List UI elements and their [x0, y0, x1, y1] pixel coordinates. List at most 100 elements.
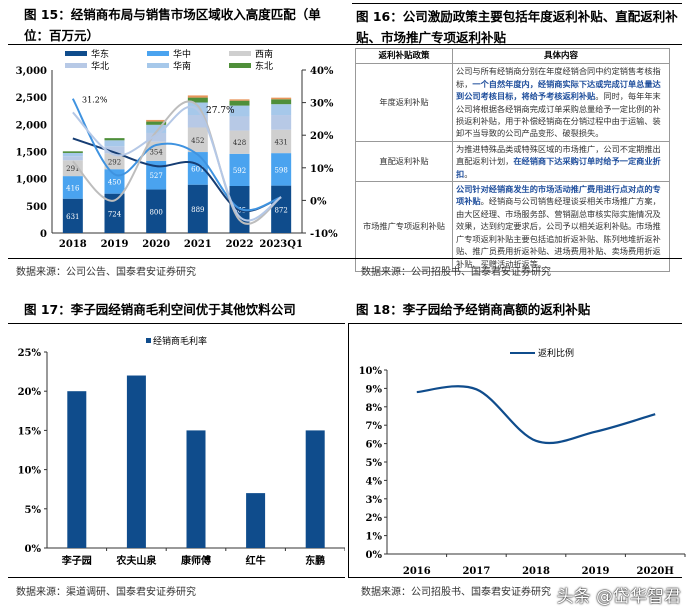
y2-tick-label: 10%	[310, 164, 334, 175]
fig16-title: 图 16：公司激励政策主要包括年度返利补贴、直配返利补贴、市场推广专项返利补贴	[356, 9, 678, 45]
data-label: 872	[274, 206, 287, 214]
y-tick-label: 0	[40, 229, 47, 240]
divider	[348, 577, 682, 578]
legend-label: 东北	[255, 60, 273, 72]
x-tick-label: 2018	[522, 566, 550, 576]
divider	[8, 44, 345, 45]
data-label: 291	[66, 165, 79, 173]
fig17-chart: 经销商毛利率 0% 5% 10% 15% 20% 25% 李子园 农夫山泉 康师傅 红牛 东鹏	[18, 335, 345, 567]
x-tick-label: 农夫山泉	[115, 554, 157, 567]
data-label: 416	[66, 184, 80, 192]
y2-tick-label: 20%	[310, 131, 334, 142]
bar	[305, 430, 325, 548]
bar-segment	[229, 105, 250, 117]
annotation: 31.2%	[82, 96, 108, 105]
x-tick-label: 东鹏	[305, 554, 325, 567]
policy-cell: 直配返利补贴	[355, 140, 453, 183]
bar-segment	[62, 156, 83, 161]
text: 。经销商与公司销售经理谈妥相关市场推广方案，由大区经理、市场服务部、营销副总审核…	[456, 196, 661, 269]
annotation: 27.7%	[206, 106, 235, 116]
bar-segment	[104, 153, 125, 170]
legend-swatch	[229, 51, 251, 56]
bar	[126, 375, 146, 548]
y-tick-label: 2,500	[16, 93, 47, 104]
fig18-source: 数据来源：公司招股书、国泰君安证券研究	[361, 587, 551, 598]
y-tick-label: 7%	[366, 421, 383, 432]
data-label: 598	[274, 166, 287, 174]
divider	[345, 258, 682, 259]
bar-segment	[271, 115, 292, 130]
bar-segment	[229, 100, 250, 106]
data-label: 800	[149, 208, 162, 216]
bar-segment	[146, 121, 167, 125]
data-label: 292	[108, 158, 121, 166]
bar-segment	[104, 140, 125, 147]
y-tick-label: 2,000	[16, 120, 47, 131]
table-row: 市场推广专项返利补贴 公司针对经销商发生的市场活动推广费用进行点对点的专项补贴。经…	[355, 181, 670, 272]
y-tick-label: 10%	[18, 466, 42, 477]
legend-label: 华南	[173, 60, 191, 72]
y-tick-label: 0%	[25, 544, 42, 555]
data-label: 724	[108, 210, 122, 218]
growth-line	[72, 137, 282, 213]
x-tick-label: 2016	[403, 566, 431, 576]
fig17-title: 图 17：李子园经销商毛利空间优于其他饮料公司	[24, 302, 296, 317]
legend-swatch	[65, 51, 87, 56]
bar-segment	[146, 132, 167, 142]
fig16-source: 数据来源：公司招股书、国泰君安证券研究	[361, 267, 551, 278]
divider	[8, 258, 345, 259]
highlight-text: 一个自然年度内，经销商实际下达或完成订单总量达到公司考核目标，将给予考核返利补贴	[456, 78, 661, 102]
x-tick-label: 2023Q1	[259, 239, 303, 250]
growth-line	[72, 105, 282, 222]
x-tick-label: 2018	[59, 239, 87, 250]
y-tick-label: 25%	[18, 348, 42, 359]
x-tick-label: 2019	[101, 239, 129, 250]
y-tick-label: 6%	[366, 440, 383, 451]
text: 公司与所有经销商分别在年度经销合同中约定销售考核指标，	[456, 66, 661, 89]
legend-label: 华中	[173, 48, 191, 60]
watermark: 头条 @岱华智君	[556, 587, 681, 607]
data-label: 601	[191, 165, 204, 173]
y-tick-label: 8%	[366, 403, 383, 414]
legend-label: 华东	[91, 48, 109, 60]
bar-segment	[187, 127, 208, 153]
highlight-text: 在经销商下达采购订单时给予一定商业折扣	[456, 156, 661, 179]
bar-segment	[62, 151, 83, 153]
bar-segment	[146, 119, 167, 122]
y-tick-label: 15%	[18, 426, 42, 437]
series-line	[416, 385, 656, 445]
bar-segment	[62, 160, 83, 177]
legend-swatch	[147, 51, 169, 56]
legend-label: 西南	[255, 48, 273, 60]
y-tick-label: 1,500	[16, 148, 47, 159]
y2-tick-label: 30%	[310, 99, 334, 110]
legend-swatch	[229, 63, 251, 68]
y-tick-label: 20%	[18, 387, 42, 398]
y-tick-label: 1,000	[16, 175, 47, 186]
y-tick-label: 3,000	[16, 66, 47, 77]
legend-swatch	[147, 63, 169, 68]
legend-label: 返利比例	[538, 347, 574, 359]
bar-segment	[271, 153, 292, 186]
text: 。同时，每年年末公司将根据各经销商完成订单采购总量给予一定比例的补损返利补贴，用…	[456, 91, 661, 139]
content-cell: 公司与所有经销商分别在年度经销合同中约定销售考核指标，一个自然年度内，经销商实际…	[452, 63, 670, 142]
data-label: 889	[191, 206, 204, 214]
bar-segment	[271, 104, 292, 116]
header-policy: 返利补贴政策	[355, 47, 453, 65]
y-tick-label: 5%	[25, 505, 42, 516]
bar-segment	[229, 153, 250, 187]
bar-segment	[62, 176, 83, 199]
fig17-source: 数据来源：渠道调研、国泰君安证券研究	[16, 587, 196, 598]
bar-segment	[104, 138, 125, 141]
content-cell: 为推进特殊品类或特殊区域的市场推广，公司不定期推出直配返利计划，在经销商下达采购…	[452, 140, 670, 183]
bar-segment	[62, 198, 83, 233]
y-tick-label: 500	[26, 202, 47, 213]
header-content: 具体内容	[452, 47, 670, 65]
y2-tick-label: 0%	[310, 196, 327, 207]
y-tick-label: 5%	[366, 458, 383, 469]
bar-segment	[229, 99, 250, 101]
data-label: 354	[149, 148, 163, 156]
bar-segment	[62, 152, 83, 157]
divider	[345, 44, 682, 45]
